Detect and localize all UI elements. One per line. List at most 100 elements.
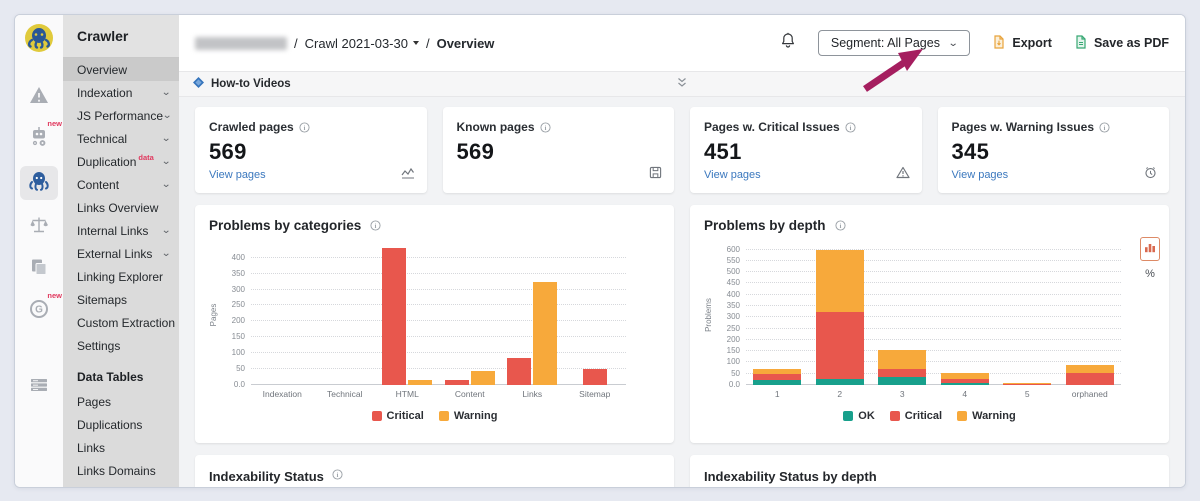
section-title: Indexability Status by depth bbox=[704, 469, 877, 484]
x-tick-label: 5 bbox=[1024, 389, 1030, 399]
sidebar-item-pages[interactable]: Pages bbox=[63, 390, 179, 413]
rail-item-duplications[interactable] bbox=[20, 254, 58, 284]
alarm-clock-icon bbox=[1144, 166, 1157, 184]
rail-item-compare[interactable] bbox=[20, 212, 58, 242]
legend-item-critical[interactable]: Critical bbox=[889, 410, 943, 422]
gridline bbox=[746, 271, 1121, 272]
y-tick-label: 50 bbox=[236, 364, 245, 373]
gridline bbox=[251, 336, 626, 337]
y-tick-label: 200 bbox=[231, 316, 245, 325]
double-chevron-down-icon bbox=[677, 77, 688, 91]
legend-item-warning[interactable]: Warning bbox=[957, 410, 1016, 422]
sidebar-item-label: Indexation bbox=[77, 85, 133, 100]
legend-item-warning[interactable]: Warning bbox=[438, 410, 497, 422]
sidebar-item-js-performance[interactable]: JS Performance ⌄ bbox=[63, 104, 179, 127]
octopus-logo-icon bbox=[23, 24, 55, 58]
rail-item-crawler[interactable] bbox=[20, 166, 58, 200]
x-axis-labels: 1 2 3 4 5 orphaned bbox=[746, 389, 1121, 399]
main-area: / Crawl 2021-03-30 / Overview bbox=[179, 15, 1185, 487]
export-button[interactable]: Export bbox=[992, 34, 1052, 52]
stat-cards-row: Crawled pages i 569 View pages Known pages i 5… bbox=[195, 107, 1169, 193]
bar-group-4 bbox=[934, 245, 997, 385]
chart-title: Problems by depth bbox=[704, 218, 826, 233]
chart-absolute-toggle[interactable] bbox=[1140, 237, 1160, 261]
rail-item-alerts[interactable] bbox=[20, 82, 58, 112]
info-icon[interactable]: i bbox=[370, 220, 381, 231]
section-card-indexability-status-by-depth: Indexability Status by depth bbox=[690, 455, 1169, 487]
octopus-crawler-icon bbox=[28, 171, 50, 196]
y-tick-label: 0.0 bbox=[233, 380, 245, 389]
notifications-button[interactable] bbox=[780, 32, 796, 54]
sidebar-item-technical[interactable]: Technical ⌄ bbox=[63, 127, 179, 150]
breadcrumb-separator: / bbox=[294, 35, 298, 51]
sidebar-item-settings[interactable]: Settings bbox=[63, 334, 179, 357]
collapse-button[interactable] bbox=[677, 77, 688, 91]
x-tick-label: 4 bbox=[962, 389, 968, 399]
segment-critical bbox=[753, 374, 802, 380]
view-pages-link[interactable]: View pages bbox=[704, 169, 761, 181]
segment-ok bbox=[940, 383, 989, 385]
y-tick-label: 500 bbox=[726, 267, 740, 276]
info-icon[interactable]: i bbox=[1099, 121, 1110, 133]
rail-item-gsc[interactable]: new G bbox=[20, 291, 62, 326]
info-icon[interactable]: i bbox=[834, 220, 846, 231]
breadcrumb-separator: / bbox=[425, 35, 430, 51]
legend-label: Critical bbox=[904, 410, 943, 422]
site-name-redacted[interactable] bbox=[195, 36, 287, 50]
sidebar-title: Crawler bbox=[63, 15, 179, 58]
sidebar-item-linking-explorer[interactable]: Linking Explorer bbox=[63, 265, 179, 288]
segment-warning bbox=[815, 250, 864, 312]
stacked-bar-5 bbox=[1003, 383, 1052, 385]
y-tick-label: 50 bbox=[731, 369, 740, 378]
chart-title-row: Problems by depth i bbox=[704, 218, 1155, 233]
info-icon[interactable]: i bbox=[845, 121, 856, 133]
sidebar-item-label: Overview bbox=[77, 62, 128, 77]
sidebar-item-internal-links[interactable]: Internal Links ⌄ bbox=[63, 219, 179, 242]
sidebar-item-custom-extraction[interactable]: Custom Extraction bbox=[63, 311, 179, 334]
export-label: Export bbox=[1012, 36, 1052, 50]
svg-text:G: G bbox=[35, 304, 43, 315]
sidebar-item-content[interactable]: Content ⌄ bbox=[63, 173, 179, 196]
chart-legend: OK Critical Warning bbox=[704, 410, 1155, 422]
segment-critical bbox=[815, 312, 864, 379]
legend-item-critical[interactable]: Critical bbox=[371, 410, 424, 422]
bar-chart-icon bbox=[1144, 240, 1156, 258]
save-as-pdf-button[interactable]: Save as PDF bbox=[1074, 34, 1169, 52]
info-icon[interactable]: i bbox=[539, 121, 551, 133]
info-icon[interactable]: i bbox=[299, 121, 310, 133]
stacked-bar-3 bbox=[878, 350, 927, 385]
crawl-selector[interactable]: Crawl 2021-03-30 bbox=[305, 36, 419, 51]
view-pages-link[interactable]: View pages bbox=[951, 169, 1009, 181]
x-tick-label: 3 bbox=[899, 389, 905, 399]
legend-item-ok[interactable]: OK bbox=[843, 410, 875, 422]
legend-swatch bbox=[889, 411, 900, 421]
rail-item-data-tables[interactable] bbox=[20, 372, 58, 402]
svg-text:i: i bbox=[336, 472, 338, 479]
y-tick-label: 200 bbox=[726, 335, 740, 344]
percent-toggle[interactable]: % bbox=[1145, 268, 1155, 280]
sidebar-item-links[interactable]: Links bbox=[63, 436, 179, 459]
bar-critical-links bbox=[507, 358, 532, 385]
segment-selector-button[interactable]: Segment: All Pages ⌄ bbox=[817, 30, 971, 56]
sidebar-item-duplications[interactable]: Duplications bbox=[63, 413, 179, 436]
stat-card-value: 569 bbox=[209, 139, 247, 164]
table-rows-icon bbox=[29, 378, 49, 397]
how-to-videos-bar[interactable]: How-to Videos bbox=[179, 71, 1185, 97]
sidebar-item-duplication[interactable]: Duplication data ⌄ bbox=[63, 150, 179, 173]
gridline bbox=[746, 361, 1121, 362]
data-badge: data bbox=[138, 153, 154, 162]
sidebar-item-links-domains[interactable]: Links Domains bbox=[63, 459, 179, 482]
sidebar-item-indexation[interactable]: Indexation ⌄ bbox=[63, 81, 179, 104]
bar-group-3 bbox=[871, 245, 934, 385]
app-logo[interactable] bbox=[23, 22, 55, 54]
stat-card-title-row: Pages w. Critical Issues i bbox=[704, 120, 908, 134]
sidebar-item-sitemaps[interactable]: Sitemaps bbox=[63, 288, 179, 311]
sidebar-item-overview[interactable]: Overview bbox=[63, 58, 179, 81]
stat-card-title: Pages w. Critical Issues bbox=[704, 120, 840, 134]
sidebar-item-external-links[interactable]: External Links ⌄ bbox=[63, 242, 179, 265]
x-tick-label: Links bbox=[522, 389, 543, 399]
info-icon[interactable]: i bbox=[332, 469, 343, 480]
sidebar-item-links-overview[interactable]: Links Overview bbox=[63, 196, 179, 219]
view-pages-link[interactable]: View pages bbox=[209, 169, 266, 181]
rail-item-js-performance[interactable]: new bbox=[20, 119, 62, 154]
